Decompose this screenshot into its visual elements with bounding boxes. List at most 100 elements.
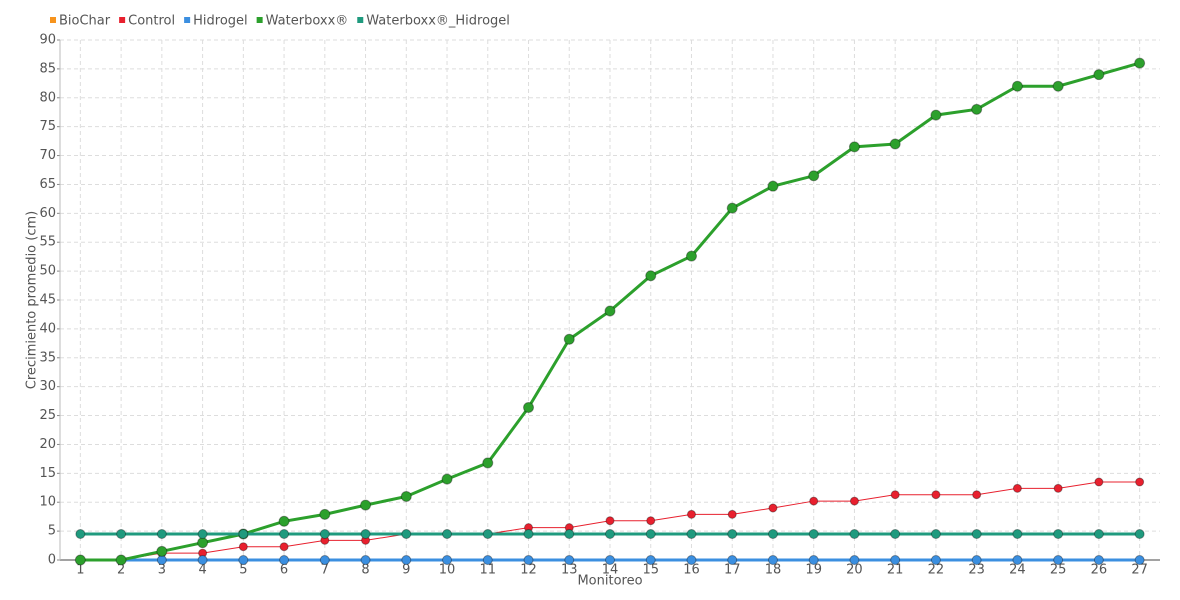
x-tick-label: 16 xyxy=(683,563,700,578)
data-point xyxy=(482,457,494,469)
data-point xyxy=(1053,529,1064,539)
data-point xyxy=(360,499,372,511)
data-point xyxy=(441,473,453,485)
data-point xyxy=(930,109,942,121)
data-point xyxy=(971,555,982,565)
data-point xyxy=(564,555,575,565)
data-point xyxy=(1135,477,1145,487)
data-point xyxy=(1094,477,1104,487)
x-tick-label: 4 xyxy=(198,563,206,578)
x-tick-label: 9 xyxy=(402,563,410,578)
data-point xyxy=(645,529,656,539)
data-point xyxy=(931,490,941,500)
y-tick-label: 65 xyxy=(39,177,56,192)
y-tick-label: 90 xyxy=(39,33,56,48)
legend-label: Waterboxx®_Hidrogel xyxy=(366,14,510,29)
y-tick-label: 5 xyxy=(48,524,56,539)
legend-label: Control xyxy=(128,14,175,29)
x-tick-label: 10 xyxy=(439,563,456,578)
data-point xyxy=(686,509,696,519)
data-point xyxy=(116,529,127,539)
y-tick-label: 10 xyxy=(39,495,56,510)
data-point xyxy=(238,529,249,539)
data-point xyxy=(319,529,330,539)
y-tick-label: 40 xyxy=(39,321,56,336)
legend-swatch xyxy=(357,17,364,23)
data-point xyxy=(605,516,615,526)
data-point xyxy=(563,333,575,345)
data-point xyxy=(197,529,208,539)
data-point xyxy=(279,555,290,565)
legend-label: BioChar xyxy=(59,14,111,29)
legend-swatch xyxy=(50,17,56,23)
data-point xyxy=(74,554,86,566)
data-point xyxy=(848,141,860,153)
data-point xyxy=(523,555,534,565)
data-point xyxy=(972,490,982,500)
data-point xyxy=(401,555,412,565)
y-tick-label: 15 xyxy=(39,466,56,481)
data-point xyxy=(279,542,289,552)
data-point xyxy=(604,305,616,317)
y-tick-label: 70 xyxy=(39,148,56,163)
data-point xyxy=(1012,529,1023,539)
data-point xyxy=(809,496,819,506)
x-tick-label: 12 xyxy=(520,563,537,578)
data-point xyxy=(1093,69,1105,81)
data-point xyxy=(319,508,331,520)
data-point xyxy=(1011,80,1023,92)
y-axis-title: Crecimiento promedio (cm) xyxy=(25,211,40,389)
x-tick-label: 17 xyxy=(724,563,741,578)
data-point xyxy=(279,529,290,539)
legend-label: Waterboxx® xyxy=(266,14,349,29)
x-tick-label: 11 xyxy=(480,563,497,578)
data-point xyxy=(238,555,249,565)
data-point xyxy=(442,529,453,539)
data-point xyxy=(808,529,819,539)
data-point xyxy=(727,555,738,565)
data-point xyxy=(768,503,778,513)
data-point xyxy=(564,529,575,539)
data-point xyxy=(605,555,615,565)
data-point xyxy=(808,170,820,182)
data-point xyxy=(849,496,859,506)
data-point xyxy=(482,529,493,539)
y-tick-label: 25 xyxy=(39,408,56,423)
data-point xyxy=(890,555,901,565)
data-point xyxy=(360,555,371,565)
data-point xyxy=(971,103,983,115)
y-tick-label: 75 xyxy=(39,119,56,134)
data-point xyxy=(1012,555,1023,565)
x-tick-label: 25 xyxy=(1050,563,1067,578)
x-tick-label: 19 xyxy=(805,563,822,578)
y-tick-label: 80 xyxy=(39,90,56,105)
data-point xyxy=(646,516,656,526)
data-point xyxy=(400,490,412,502)
data-point xyxy=(156,529,167,539)
data-point xyxy=(442,555,453,565)
data-point xyxy=(726,202,738,214)
data-point xyxy=(156,555,167,565)
data-point xyxy=(1093,555,1104,565)
data-point xyxy=(482,555,493,565)
data-point xyxy=(1134,529,1145,539)
data-point xyxy=(278,515,290,527)
x-tick-label: 18 xyxy=(765,563,782,578)
x-tick-label: 8 xyxy=(361,563,369,578)
x-tick-label: 24 xyxy=(1009,563,1026,578)
data-point xyxy=(197,537,209,549)
data-point xyxy=(686,529,697,539)
data-point xyxy=(849,529,860,539)
y-tick-label: 60 xyxy=(39,206,56,221)
data-point xyxy=(889,138,901,150)
data-point xyxy=(849,555,860,565)
data-point xyxy=(890,490,900,500)
data-point xyxy=(971,529,982,539)
data-point xyxy=(930,555,941,565)
x-tick-label: 14 xyxy=(602,563,619,578)
data-point xyxy=(319,555,330,565)
x-tick-label: 27 xyxy=(1131,563,1148,578)
data-point xyxy=(727,509,737,519)
data-point xyxy=(605,529,615,539)
x-tick-label: 21 xyxy=(887,563,904,578)
